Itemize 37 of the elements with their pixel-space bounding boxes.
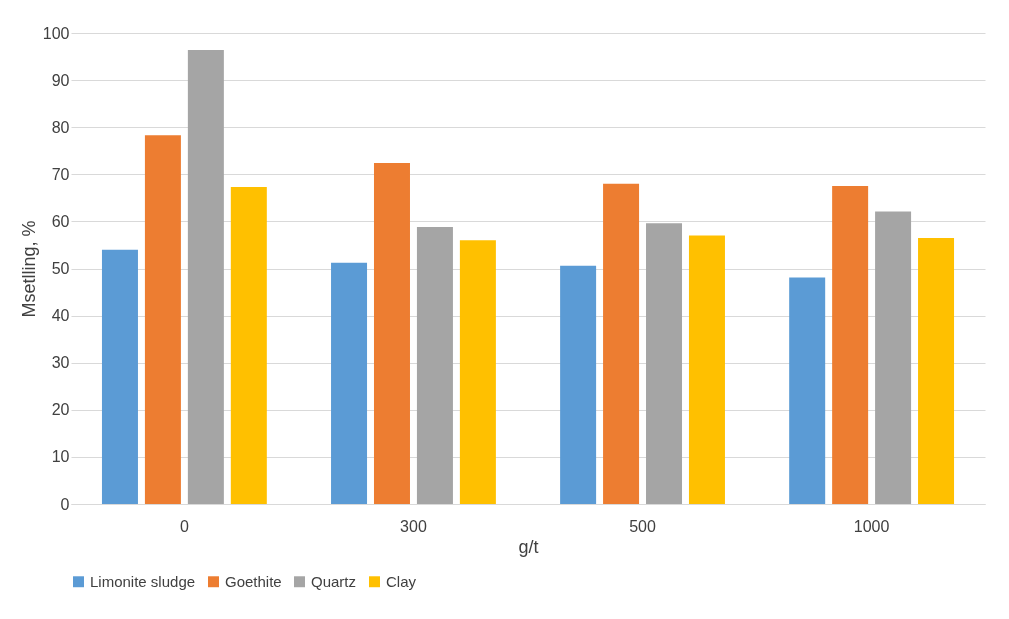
bar bbox=[560, 265, 597, 504]
y-tick-label: 30 bbox=[51, 354, 70, 372]
bar bbox=[144, 135, 181, 504]
bar bbox=[789, 277, 826, 504]
bar bbox=[832, 186, 869, 504]
y-tick-label: 20 bbox=[51, 401, 70, 419]
bar bbox=[459, 240, 496, 504]
bar bbox=[646, 223, 683, 504]
y-tick-label: 90 bbox=[51, 71, 70, 89]
y-tick-label: 50 bbox=[51, 260, 70, 277]
bar bbox=[187, 49, 224, 504]
bar bbox=[373, 163, 410, 504]
y-axis-title: Msetlling, % bbox=[18, 220, 39, 318]
y-tick-label: 0 bbox=[60, 495, 70, 513]
bar bbox=[101, 249, 138, 504]
y-tick-label: 60 bbox=[51, 212, 70, 230]
y-tick-label: 10 bbox=[51, 448, 70, 466]
bar bbox=[603, 183, 640, 504]
legend-label: Quartz bbox=[311, 572, 357, 590]
bar bbox=[230, 187, 267, 504]
bar bbox=[416, 227, 453, 504]
y-tick-label: 70 bbox=[51, 165, 70, 183]
y-tick-label: 80 bbox=[51, 118, 70, 136]
x-tick-label: 300 bbox=[400, 517, 427, 535]
bar bbox=[688, 235, 725, 504]
legend-label: Goethite bbox=[225, 572, 282, 590]
legend-label: Limonite sludge bbox=[90, 572, 196, 590]
x-tick-label: 1000 bbox=[853, 517, 890, 535]
legend-label: Clay bbox=[386, 572, 417, 590]
x-axis-title: g/t bbox=[518, 536, 539, 557]
x-tick-label: 500 bbox=[629, 517, 656, 535]
x-tick-label: 0 bbox=[179, 517, 189, 535]
bar bbox=[331, 262, 368, 504]
y-tick-label: 100 bbox=[42, 24, 70, 42]
bar bbox=[918, 237, 955, 504]
bar bbox=[875, 211, 912, 504]
y-tick-label: 40 bbox=[51, 307, 70, 325]
